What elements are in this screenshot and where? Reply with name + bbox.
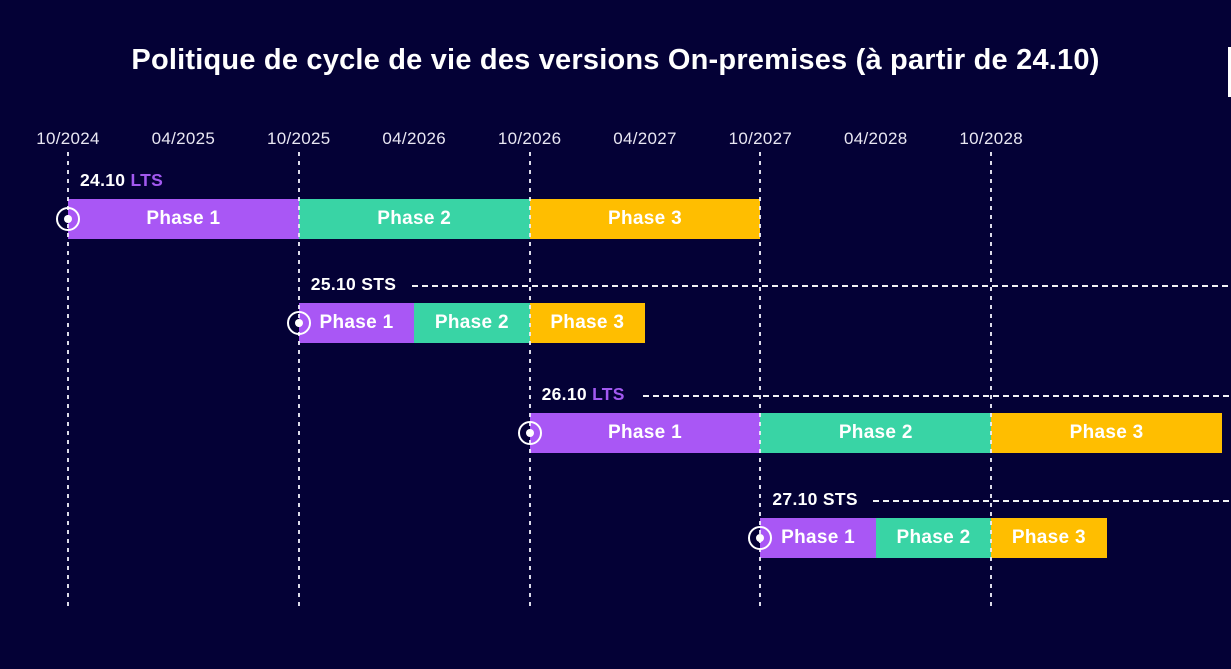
phase-bar: Phase 3 <box>529 303 645 343</box>
axis-tick-label: 10/2026 <box>497 129 562 148</box>
phase-bar-label: Phase 1 <box>781 527 856 548</box>
axis-tick-label: 04/2026 <box>382 129 446 148</box>
phase-bar-label: Phase 2 <box>838 422 913 443</box>
phase-bar: Phase 2 <box>298 199 530 239</box>
phase-bar: Phase 3 <box>991 413 1222 453</box>
version-number: 25.10 <box>310 274 362 294</box>
phase-bar: Phase 1 <box>529 413 761 453</box>
phase-bar: Phase 2 <box>875 518 992 558</box>
phase-bar: Phase 3 <box>529 199 761 239</box>
phase-bar-label: Phase 2 <box>434 312 509 333</box>
release-version-label: 26.10 LTS <box>542 384 625 405</box>
release-start-marker-icon <box>286 311 311 335</box>
axis-tick-label: 10/2024 <box>36 129 100 148</box>
version-number: 26.10 <box>541 384 593 404</box>
continuation-dashed-line <box>642 395 1231 397</box>
phase-bar-label: Phase 3 <box>1011 527 1086 548</box>
axis-tick-label: 10/2028 <box>959 129 1023 148</box>
phase-bar-label: Phase 1 <box>319 312 394 333</box>
phase-bar-label: Phase 2 <box>377 208 452 229</box>
continuation-dashed-line <box>411 285 1231 287</box>
continuation-dashed-line <box>873 500 1231 502</box>
phase-bar: Phase 2 <box>414 303 530 343</box>
version-number: 24.10 <box>80 170 131 190</box>
release-start-marker-icon <box>517 421 542 445</box>
text-cursor-artifact <box>1228 47 1231 97</box>
phase-bar-label: Phase 3 <box>1069 422 1144 443</box>
axis-tick-label: 04/2027 <box>613 129 677 148</box>
channel-badge: LTS <box>130 170 164 190</box>
phase-bar: Phase 2 <box>760 413 992 453</box>
release-version-label: 24.10 LTS <box>80 170 163 191</box>
axis-tick-label: 04/2025 <box>151 129 216 148</box>
version-number: 27.10 <box>772 489 823 509</box>
chart-title: Politique de cycle de vie des versions O… <box>131 44 1100 76</box>
vertical-gridline <box>297 152 300 610</box>
axis-tick-label: 10/2025 <box>267 129 331 148</box>
phase-bar-label: Phase 3 <box>550 312 625 333</box>
release-start-marker-icon <box>56 207 80 231</box>
phase-bar-label: Phase 3 <box>608 208 682 229</box>
axis-tick-label: 04/2028 <box>844 129 908 148</box>
release-version-label: 27.10 STS <box>772 489 857 510</box>
release-start-marker-icon <box>748 526 773 550</box>
phase-bar: Phase 1 <box>760 518 876 558</box>
phase-bar: Phase 1 <box>298 303 415 343</box>
channel-badge: STS <box>822 489 858 509</box>
vertical-gridline <box>759 152 762 610</box>
channel-badge: STS <box>361 274 397 294</box>
release-version-label: 25.10 STS <box>311 274 396 295</box>
vertical-gridline <box>990 152 993 610</box>
phase-bar: Phase 1 <box>68 199 299 239</box>
channel-badge: LTS <box>592 384 625 404</box>
phase-bar: Phase 3 <box>991 518 1107 558</box>
vertical-gridline <box>528 152 531 610</box>
phase-bar-label: Phase 1 <box>608 422 682 443</box>
axis-tick-label: 10/2027 <box>728 129 793 148</box>
vertical-gridline <box>67 152 69 610</box>
phase-bar-label: Phase 2 <box>896 527 971 548</box>
phase-bar-label: Phase 1 <box>146 208 221 229</box>
